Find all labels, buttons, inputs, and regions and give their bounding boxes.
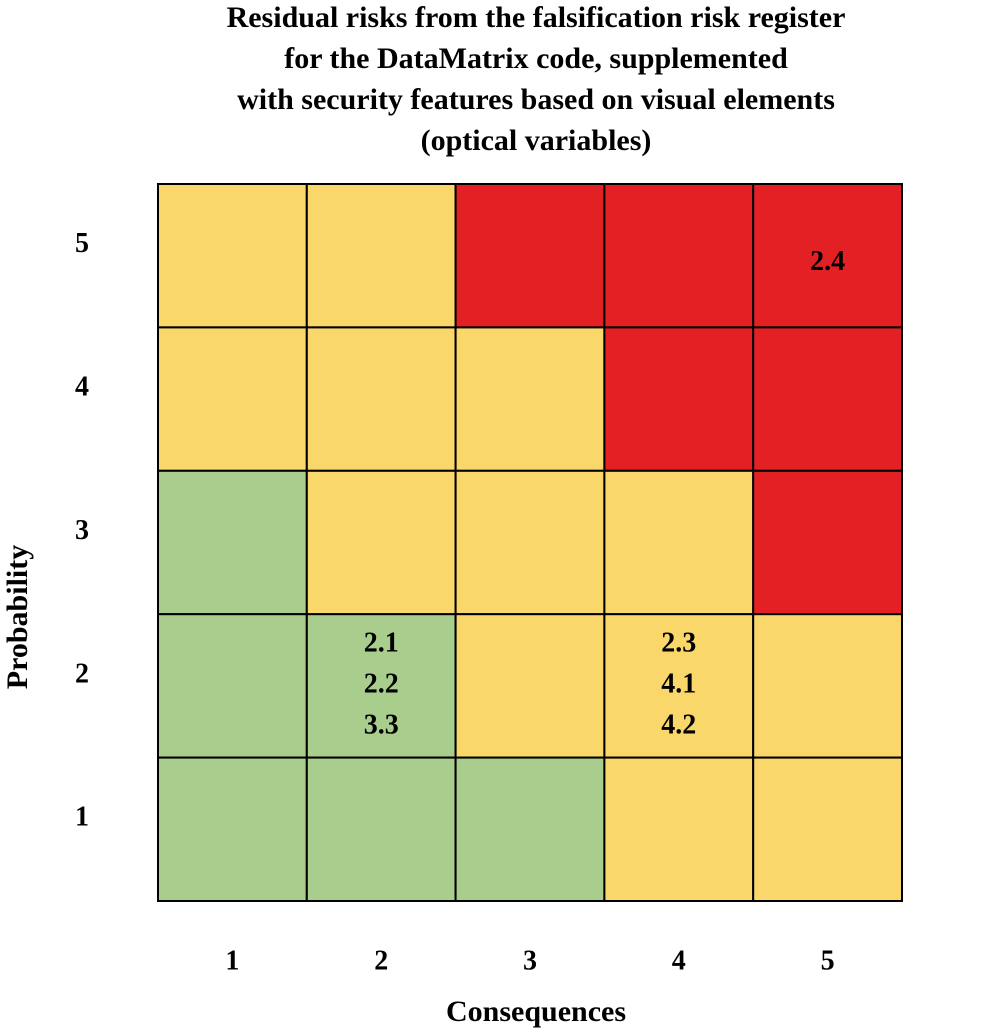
risk-id: 2.4 xyxy=(810,246,845,277)
y-tick-label: 4 xyxy=(75,372,89,403)
y-tick-label: 3 xyxy=(75,515,89,546)
risk-cell xyxy=(157,326,308,472)
x-tick-label: 2 xyxy=(374,945,388,976)
x-tick-label: 3 xyxy=(523,945,537,976)
risk-cell xyxy=(305,613,457,759)
risk-cell xyxy=(603,756,755,902)
risk-id: 2.3 xyxy=(661,627,696,658)
y-tick-label: 2 xyxy=(75,658,89,689)
title-line: for the DataMatrix code, supplemented xyxy=(284,42,788,75)
risk-cell xyxy=(454,756,606,902)
risk-id: 2.2 xyxy=(364,668,399,699)
risk-cell xyxy=(157,469,308,616)
risk-id: 2.1 xyxy=(364,627,399,658)
risk-cell xyxy=(752,183,904,329)
risk-cell xyxy=(454,326,606,472)
x-axis-label: Consequences xyxy=(446,995,626,1028)
x-tick-label: 5 xyxy=(821,945,835,976)
risk-cell xyxy=(157,183,308,329)
risk-cell xyxy=(752,469,904,616)
title-line: (optical variables) xyxy=(421,124,652,157)
title-line: with security features based on visual e… xyxy=(237,83,835,116)
risk-cell xyxy=(603,469,755,616)
risk-cell xyxy=(157,756,308,902)
risk-cell xyxy=(157,613,308,759)
risk-id: 4.2 xyxy=(661,709,696,740)
x-tick-label: 1 xyxy=(225,945,239,976)
risk-cell xyxy=(305,183,457,329)
risk-cell xyxy=(454,469,606,616)
risk-cell xyxy=(305,326,457,472)
risk-cell xyxy=(454,613,606,759)
risk-cell xyxy=(752,756,904,902)
x-tick-label: 4 xyxy=(672,945,686,976)
risk-cell xyxy=(752,613,904,759)
y-axis-label: Probability xyxy=(1,545,34,689)
y-tick-label: 5 xyxy=(75,228,89,259)
risk-cell xyxy=(603,613,755,759)
y-tick-label: 1 xyxy=(75,802,89,833)
risk-cell xyxy=(752,326,904,472)
risk-cell xyxy=(603,326,755,472)
risk-cell xyxy=(603,183,755,329)
risk-cell xyxy=(305,469,457,616)
risk-cell xyxy=(454,183,606,329)
risk-cell xyxy=(305,756,457,902)
risk-id: 4.1 xyxy=(661,668,696,699)
risk-id: 3.3 xyxy=(364,709,399,740)
title-line: Residual risks from the falsification ri… xyxy=(227,1,846,34)
